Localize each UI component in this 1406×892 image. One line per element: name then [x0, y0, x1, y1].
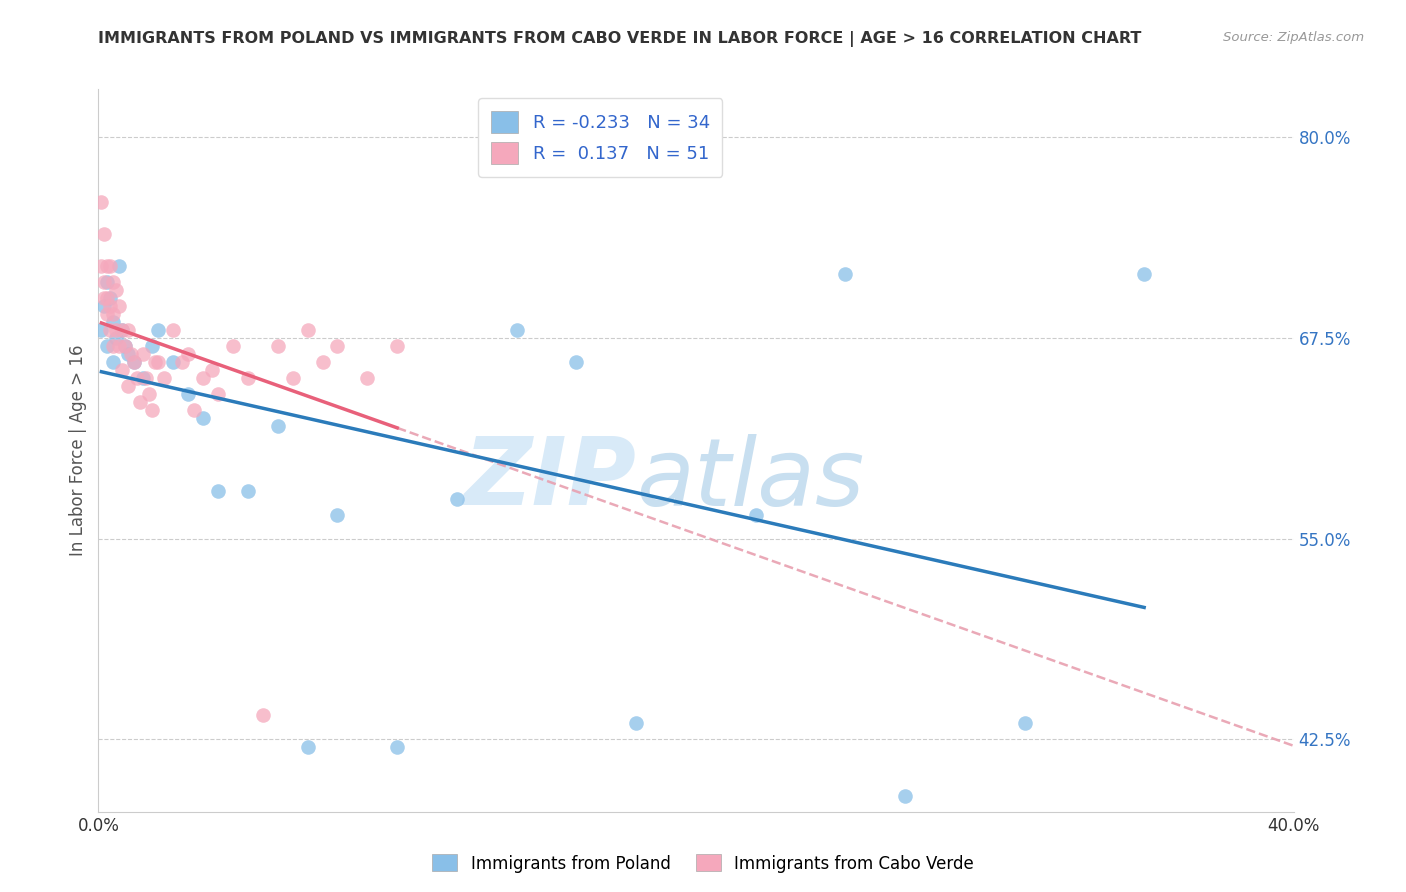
Point	[98, 259, 122, 273]
Point	[98, 323, 122, 337]
Point	[172, 355, 194, 369]
Point	[135, 371, 157, 385]
Point	[326, 339, 349, 353]
Point	[105, 323, 128, 337]
Point	[834, 267, 856, 281]
Point	[207, 387, 229, 401]
Point	[105, 283, 128, 297]
Point	[111, 323, 134, 337]
Point	[103, 355, 125, 369]
Point	[201, 363, 224, 377]
Point	[124, 355, 146, 369]
Point	[385, 740, 409, 755]
Point	[93, 275, 115, 289]
Point	[90, 323, 112, 337]
Point	[111, 323, 134, 337]
Point	[117, 347, 139, 361]
Point	[120, 347, 142, 361]
Point	[311, 355, 333, 369]
Text: IMMIGRANTS FROM POLAND VS IMMIGRANTS FROM CABO VERDE IN LABOR FORCE | AGE > 16 C: IMMIGRANTS FROM POLAND VS IMMIGRANTS FRO…	[98, 31, 1142, 47]
Point	[183, 403, 205, 417]
Point	[356, 371, 378, 385]
Point	[96, 259, 118, 273]
Point	[1014, 716, 1036, 731]
Legend: Immigrants from Poland, Immigrants from Cabo Verde: Immigrants from Poland, Immigrants from …	[426, 847, 980, 880]
Point	[297, 323, 319, 337]
Point	[96, 291, 118, 305]
Point	[385, 339, 409, 353]
Point	[108, 339, 131, 353]
Point	[108, 259, 131, 273]
Point	[111, 363, 134, 377]
Point	[191, 411, 214, 425]
Point	[148, 355, 170, 369]
Point	[297, 740, 319, 755]
Point	[127, 371, 149, 385]
Point	[148, 323, 170, 337]
Point	[103, 275, 125, 289]
Point	[626, 716, 648, 731]
Point	[281, 371, 304, 385]
Point	[129, 395, 152, 409]
Point	[222, 339, 245, 353]
Legend: R = -0.233   N = 34, R =  0.137   N = 51: R = -0.233 N = 34, R = 0.137 N = 51	[478, 98, 723, 177]
Point	[103, 339, 125, 353]
Point	[117, 323, 139, 337]
Text: Source: ZipAtlas.com: Source: ZipAtlas.com	[1223, 31, 1364, 45]
Point	[745, 508, 768, 522]
Point	[96, 307, 118, 321]
Point	[1133, 267, 1156, 281]
Text: atlas: atlas	[637, 434, 865, 524]
Point	[236, 371, 259, 385]
Point	[191, 371, 214, 385]
Point	[141, 403, 163, 417]
Point	[114, 339, 136, 353]
Point	[894, 789, 917, 803]
Point	[132, 347, 155, 361]
Point	[143, 355, 166, 369]
Y-axis label: In Labor Force | Age > 16: In Labor Force | Age > 16	[69, 344, 87, 557]
Point	[117, 379, 139, 393]
Point	[565, 355, 588, 369]
Point	[90, 259, 112, 273]
Point	[506, 323, 529, 337]
Point	[446, 491, 468, 506]
Point	[326, 508, 349, 522]
Point	[252, 708, 274, 723]
Point	[141, 339, 163, 353]
Point	[90, 194, 112, 209]
Point	[177, 347, 200, 361]
Point	[108, 299, 131, 313]
Point	[236, 483, 259, 498]
Point	[124, 355, 146, 369]
Point	[162, 323, 184, 337]
Point	[114, 339, 136, 353]
Point	[103, 307, 125, 321]
Point	[93, 299, 115, 313]
Point	[132, 371, 155, 385]
Point	[153, 371, 176, 385]
Point	[93, 291, 115, 305]
Text: ZIP: ZIP	[464, 434, 637, 525]
Point	[98, 291, 122, 305]
Point	[207, 483, 229, 498]
Point	[267, 419, 290, 434]
Point	[103, 315, 125, 329]
Point	[162, 355, 184, 369]
Point	[93, 227, 115, 241]
Point	[96, 339, 118, 353]
Point	[98, 299, 122, 313]
Point	[177, 387, 200, 401]
Point	[267, 339, 290, 353]
Point	[138, 387, 160, 401]
Point	[96, 275, 118, 289]
Point	[105, 331, 128, 345]
